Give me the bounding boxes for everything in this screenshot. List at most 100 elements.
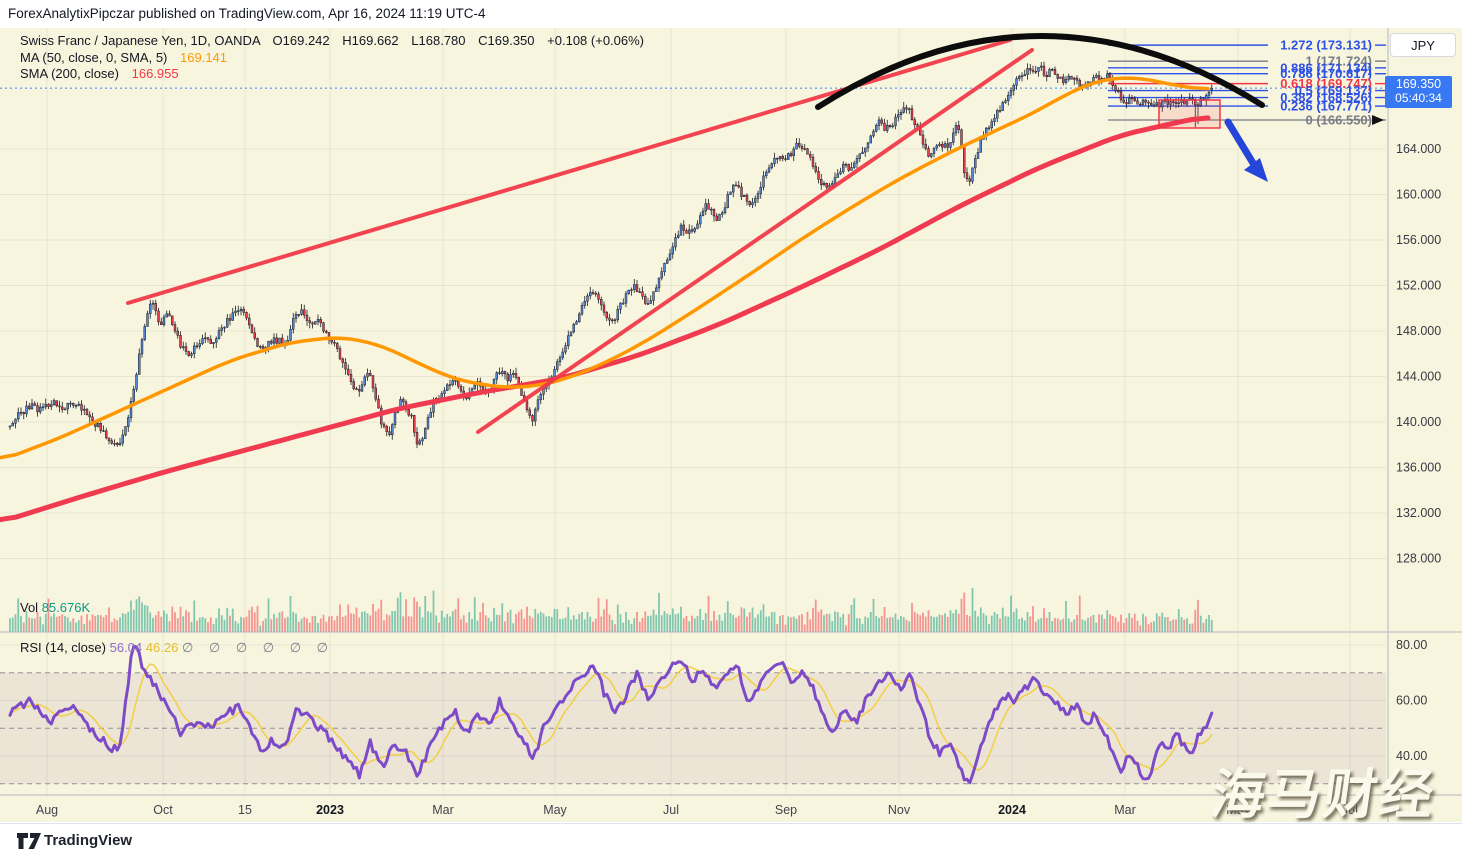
- time-axis-label[interactable]: Mar: [1114, 803, 1136, 817]
- rsi-tick-label[interactable]: 40.00: [1396, 749, 1427, 763]
- time-axis-label[interactable]: 2024: [998, 803, 1026, 817]
- ohlc-close: C169.350: [478, 33, 535, 48]
- volume-bar: [685, 616, 688, 632]
- candle-body: [688, 229, 691, 234]
- price-tick-label[interactable]: 148.000: [1396, 324, 1441, 338]
- time-axis-label[interactable]: Mar: [432, 803, 454, 817]
- candle-body: [352, 381, 355, 389]
- volume-bar: [1197, 599, 1199, 632]
- volume-bar: [1062, 618, 1065, 632]
- candle-body: [1122, 99, 1125, 103]
- time-axis-label[interactable]: Sep: [775, 803, 797, 817]
- volume-bar: [223, 619, 226, 632]
- candle-body: [228, 318, 232, 321]
- candle-body: [924, 143, 927, 149]
- candle-body: [723, 207, 727, 214]
- time-axis-label[interactable]: Nov: [888, 803, 911, 817]
- price-tick-label[interactable]: 164.000: [1396, 142, 1441, 156]
- price-tick-label[interactable]: 128.000: [1396, 552, 1441, 566]
- volume-bar: [355, 607, 358, 632]
- time-axis-label[interactable]: 15: [238, 803, 252, 817]
- volume-bar: [336, 615, 339, 632]
- candle-body: [556, 361, 559, 370]
- symbol-legend-row[interactable]: Swiss Franc / Japanese Yen, 1D, OANDA O1…: [20, 33, 644, 50]
- volume-bar: [845, 625, 847, 632]
- volume-bar: [952, 613, 955, 632]
- black-arc-annotation[interactable]: [815, 33, 1265, 110]
- candle-body: [1040, 65, 1043, 68]
- volume-bar: [765, 616, 768, 632]
- candle-body: [99, 423, 102, 431]
- candle-body: [1059, 76, 1062, 79]
- candle-body: [671, 246, 674, 255]
- volume-bar: [740, 607, 743, 632]
- price-tick-label[interactable]: 156.000: [1396, 233, 1441, 247]
- time-axis-label[interactable]: Aug: [36, 803, 58, 817]
- price-tick-label[interactable]: 152.000: [1396, 279, 1441, 293]
- price-tick-label[interactable]: 136.000: [1396, 461, 1441, 475]
- volume-bar: [977, 616, 979, 632]
- ma50-line[interactable]: [0, 76, 1210, 460]
- candle-body: [74, 405, 78, 407]
- time-axis-label[interactable]: May: [1226, 803, 1250, 817]
- currency-toggle-button[interactable]: JPY: [1390, 33, 1456, 57]
- volume-bar: [451, 611, 454, 632]
- rsi-legend[interactable]: RSI (14, close) 56.04 46.26 ∅ ∅ ∅ ∅ ∅ ∅: [20, 640, 334, 656]
- rsi-tick-label[interactable]: 60.00: [1396, 694, 1427, 708]
- volume-bar: [784, 624, 787, 632]
- trendline-lower[interactable]: [476, 48, 1034, 434]
- sma200-legend-row[interactable]: SMA (200, close) 166.955: [20, 66, 644, 83]
- candle-body: [146, 313, 149, 327]
- candle-body: [1009, 90, 1013, 96]
- time-axis-label[interactable]: Jul: [663, 803, 679, 817]
- fib-level-label: 0.618 (169.747): [1280, 76, 1372, 91]
- volume-bar: [284, 618, 286, 632]
- volume-bar: [1180, 617, 1183, 632]
- time-axis-label[interactable]: May: [543, 803, 567, 817]
- volume-bar: [586, 611, 589, 632]
- price-tick-label[interactable]: 160.000: [1396, 188, 1441, 202]
- volume-bar: [726, 601, 729, 632]
- volume-bar: [757, 614, 759, 632]
- candle-body: [1053, 69, 1057, 75]
- rsi-tick-label[interactable]: 80.00: [1396, 638, 1427, 652]
- volume-bar: [781, 615, 784, 632]
- ma50-legend-row[interactable]: MA (50, close, 0, SMA, 5) 169.141: [20, 50, 644, 67]
- price-tick-label[interactable]: 132.000: [1396, 506, 1441, 520]
- candle-body: [597, 293, 600, 300]
- tradingview-brand-text[interactable]: TradingView: [44, 832, 133, 849]
- candle-body: [737, 185, 740, 188]
- rsi-line[interactable]: [8, 644, 1214, 785]
- volume-bar: [1087, 617, 1089, 632]
- blue-arrow-annotation[interactable]: [1224, 118, 1260, 172]
- volume-bar: [754, 617, 757, 632]
- volume-bar: [820, 609, 823, 632]
- tradingview-logo-icon[interactable]: [16, 832, 42, 850]
- candle-body: [674, 237, 677, 248]
- volume-bar: [377, 608, 380, 632]
- candle-body: [330, 339, 333, 343]
- volume-legend[interactable]: Vol 85.676K: [20, 600, 90, 615]
- volume-bar: [1158, 616, 1161, 632]
- sma200-line[interactable]: [0, 115, 1211, 523]
- volume-bar: [198, 617, 201, 632]
- candle-body: [1117, 90, 1120, 92]
- price-tick-label[interactable]: 140.000: [1396, 415, 1441, 429]
- volume-bar: [1043, 608, 1045, 632]
- volume-bar: [1169, 621, 1172, 632]
- volume-bar: [1125, 618, 1128, 632]
- time-axis-label[interactable]: 2023: [316, 803, 344, 817]
- candle-body: [861, 151, 864, 154]
- candle-body: [272, 337, 276, 344]
- volume-bar: [1172, 619, 1175, 632]
- price-tick-label[interactable]: 144.000: [1396, 370, 1441, 384]
- time-axis-label[interactable]: Jul: [1342, 803, 1358, 817]
- ma50-label: MA (50, close, 0, SMA, 5): [20, 49, 168, 65]
- candle-body: [253, 332, 256, 339]
- red-box-annotation[interactable]: [1158, 99, 1221, 129]
- fib-level-label: 1.272 (173.131): [1280, 38, 1372, 53]
- candle-body: [715, 215, 718, 221]
- candle-body: [525, 400, 529, 411]
- time-axis-label[interactable]: Oct: [153, 803, 173, 817]
